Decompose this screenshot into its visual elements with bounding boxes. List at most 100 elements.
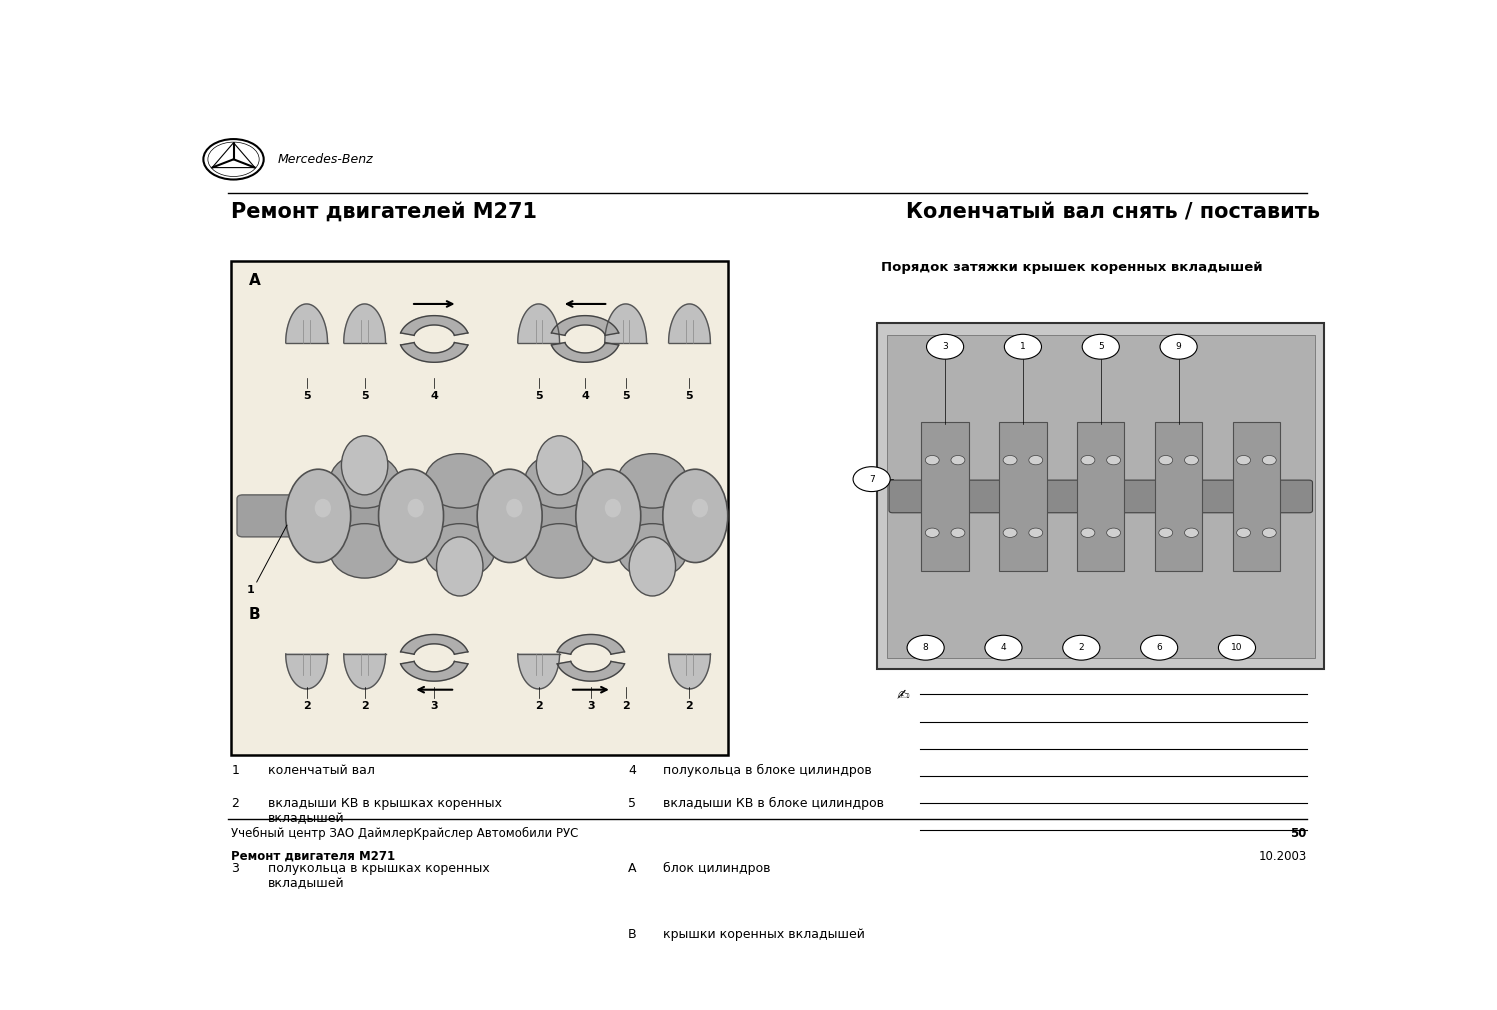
Text: 6: 6 [1156,643,1162,652]
Circle shape [1159,456,1172,465]
Text: 5: 5 [621,391,629,401]
Polygon shape [669,653,711,689]
FancyBboxPatch shape [886,335,1314,658]
Text: 1: 1 [247,585,254,595]
Text: 5: 5 [629,797,636,810]
Text: 3: 3 [942,342,948,351]
Text: 3: 3 [431,701,439,711]
Ellipse shape [407,499,424,517]
Circle shape [1262,528,1277,537]
Circle shape [985,635,1022,661]
Circle shape [1159,528,1172,537]
Ellipse shape [605,499,621,517]
Text: 2: 2 [302,701,310,711]
Circle shape [1082,334,1120,360]
Ellipse shape [618,523,687,578]
Text: 5: 5 [534,391,542,401]
Text: 2: 2 [231,797,240,810]
Ellipse shape [425,453,494,508]
Text: А: А [629,863,636,876]
Text: 9: 9 [1175,342,1181,351]
Circle shape [1063,635,1100,661]
Text: 5: 5 [361,391,368,401]
Circle shape [1081,528,1094,537]
Circle shape [951,528,966,537]
Text: полукольца в крышках коренных
вкладышей: полукольца в крышках коренных вкладышей [268,863,490,891]
FancyBboxPatch shape [237,495,722,537]
Ellipse shape [525,453,594,508]
Text: 2: 2 [534,701,542,711]
Text: Mercedes-Benz: Mercedes-Benz [277,153,373,166]
Ellipse shape [536,435,582,495]
Circle shape [853,467,891,492]
Text: 8: 8 [922,643,928,652]
Text: ✍: ✍ [897,687,910,702]
Circle shape [1004,334,1042,360]
Circle shape [1141,635,1178,661]
FancyBboxPatch shape [877,323,1323,670]
Text: 5: 5 [1097,342,1103,351]
Circle shape [1184,456,1199,465]
Text: В: В [629,927,636,940]
Text: 5: 5 [302,391,310,401]
Text: крышки коренных вкладышей: крышки коренных вкладышей [663,927,865,940]
Polygon shape [557,634,624,654]
Polygon shape [551,342,618,363]
Polygon shape [286,653,328,689]
Circle shape [1160,334,1198,360]
Polygon shape [551,316,618,335]
Ellipse shape [506,499,522,517]
Text: 10: 10 [1231,643,1243,652]
Circle shape [1219,635,1256,661]
FancyBboxPatch shape [921,422,969,571]
FancyBboxPatch shape [1076,422,1124,571]
Ellipse shape [478,470,542,563]
Text: полукольца в блоке цилиндров: полукольца в блоке цилиндров [663,765,871,778]
Circle shape [1003,528,1016,537]
Circle shape [1237,528,1250,537]
Text: 10.2003: 10.2003 [1259,849,1307,863]
Polygon shape [557,662,624,681]
Polygon shape [344,304,386,342]
Ellipse shape [663,470,728,563]
Circle shape [1003,456,1016,465]
Text: 4: 4 [430,391,439,401]
Text: 4: 4 [629,765,636,778]
Circle shape [1028,528,1043,537]
Circle shape [907,635,945,661]
FancyBboxPatch shape [231,262,728,755]
Polygon shape [605,304,647,342]
Polygon shape [669,304,711,342]
Circle shape [925,528,939,537]
Ellipse shape [437,537,484,596]
FancyBboxPatch shape [1232,422,1280,571]
Ellipse shape [618,453,687,508]
Circle shape [1237,456,1250,465]
Polygon shape [286,304,328,342]
Circle shape [1028,456,1043,465]
Circle shape [1106,456,1121,465]
Text: 2: 2 [361,701,368,711]
Text: 5: 5 [686,391,693,401]
Text: 4: 4 [1000,643,1006,652]
Circle shape [1081,456,1094,465]
Circle shape [927,334,964,360]
Text: 4: 4 [581,391,588,401]
Text: вкладыши КВ в блоке цилиндров: вкладыши КВ в блоке цилиндров [663,797,883,810]
Ellipse shape [525,523,594,578]
FancyBboxPatch shape [1154,422,1202,571]
Text: 3: 3 [231,863,240,876]
Polygon shape [344,653,386,689]
FancyBboxPatch shape [998,422,1046,571]
Text: 3: 3 [587,701,594,711]
Circle shape [1262,456,1277,465]
Text: 2: 2 [1078,643,1084,652]
Polygon shape [401,316,469,335]
Polygon shape [401,342,469,363]
Polygon shape [401,634,469,654]
Circle shape [1106,528,1121,537]
Ellipse shape [692,499,708,517]
Polygon shape [518,304,560,342]
Ellipse shape [576,470,641,563]
Text: блок цилиндров: блок цилиндров [663,863,771,876]
